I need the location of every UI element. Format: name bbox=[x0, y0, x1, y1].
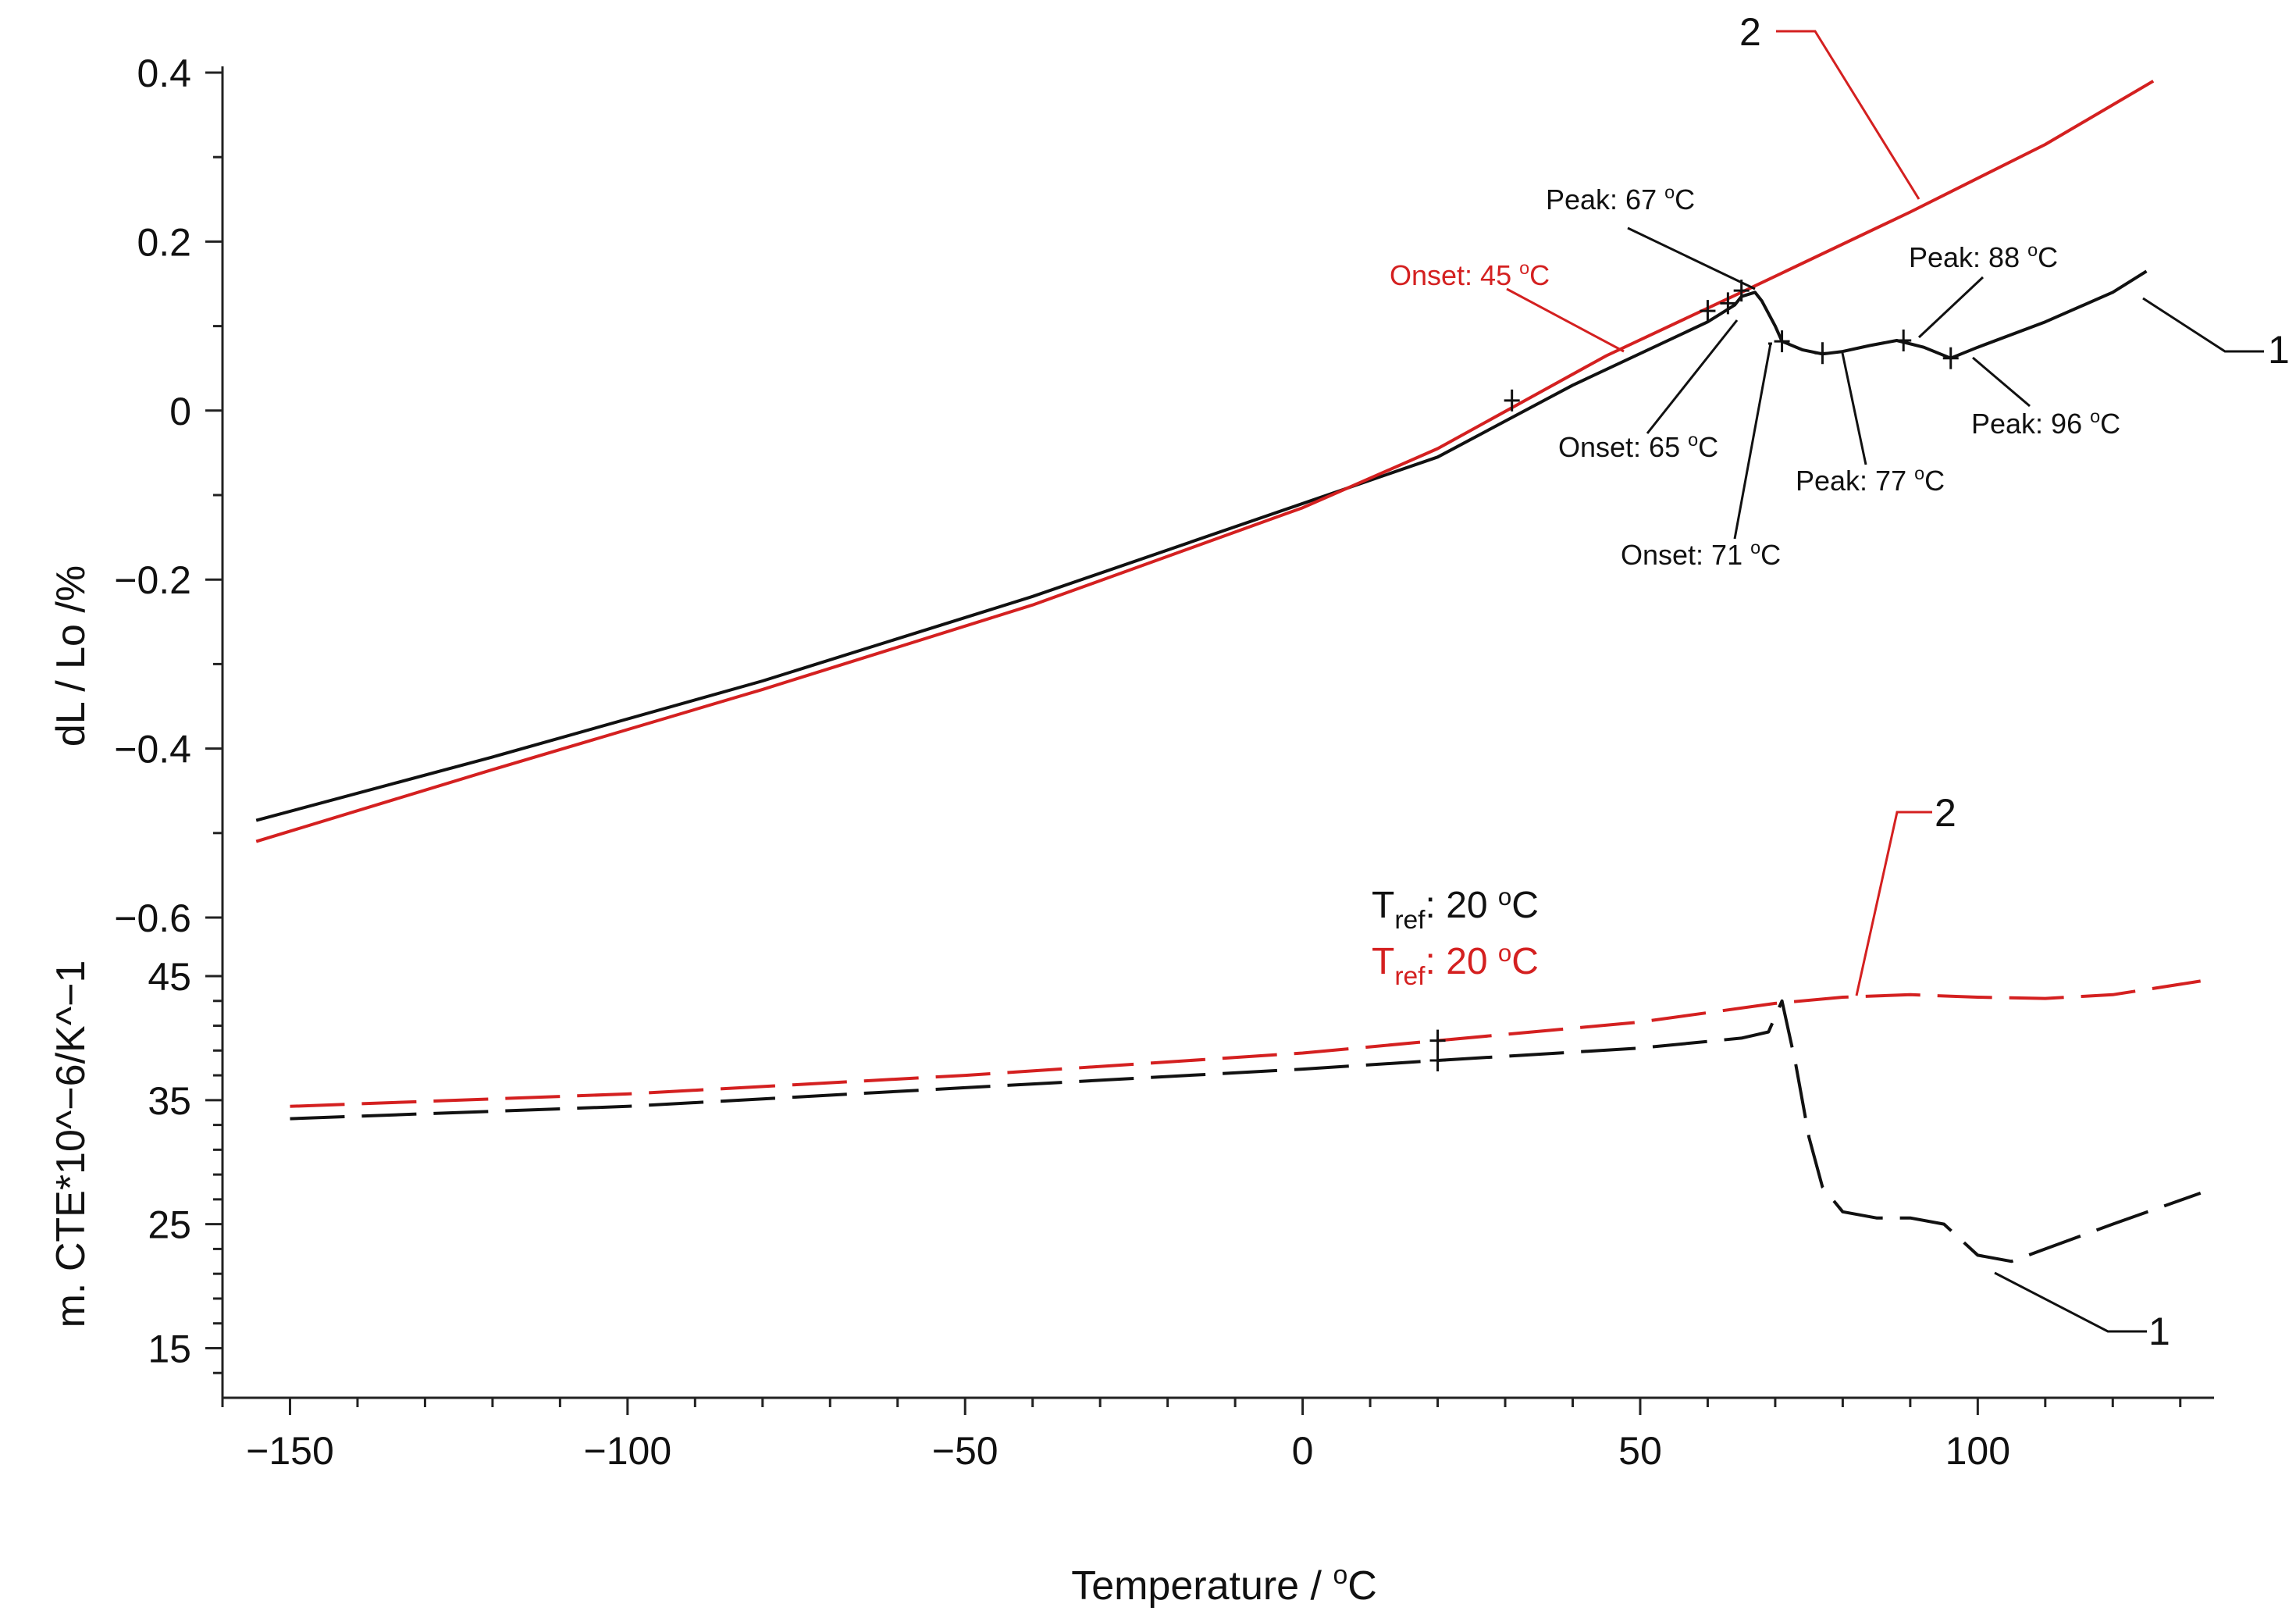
annotation-peak-96: Peak: 96 oC bbox=[1971, 406, 2120, 440]
y-axis-title-dl: dL / Lo /% bbox=[48, 565, 94, 747]
y-tick-label-dl: 0.4 bbox=[137, 52, 191, 95]
y-tick-label-cte: 25 bbox=[148, 1203, 191, 1247]
chart-frame: −150 −100 −50 0 50 100 0.4 0.2 0 −0.2 −0.4 −0.6 45 35… bbox=[114, 52, 2214, 1473]
cte-series-1-line bbox=[290, 999, 2202, 1263]
annotation-onset-45: Onset: 45 oC bbox=[1390, 258, 1550, 291]
label-dl-series-2: 2 bbox=[1739, 10, 1761, 54]
x-tick-label: −100 bbox=[584, 1429, 672, 1473]
label-cte-series-1: 1 bbox=[2148, 1310, 2170, 1353]
annotation-peak-88: Peak: 88 oC bbox=[1909, 240, 2058, 273]
tref-label: Tref: 20 oC bbox=[1372, 939, 1539, 991]
y-tick-label-cte: 35 bbox=[148, 1079, 191, 1123]
y-axis-title-cte: m. CTE*10^−6/K^−1 bbox=[48, 960, 94, 1328]
series-layer bbox=[255, 80, 2202, 1263]
leader-onset-65 bbox=[1646, 319, 1739, 434]
tref-label: Tref: 20 oC bbox=[1372, 883, 1539, 935]
x-tick-label: −150 bbox=[246, 1429, 334, 1473]
y-tick-label-dl: −0.4 bbox=[114, 728, 191, 772]
leader-onset-71 bbox=[1733, 343, 1772, 540]
cte-series-2-line bbox=[290, 979, 2202, 1108]
annotation-layer: Peak: 67 oC Onset: 45 oC Peak: 88 oC Onset:… bbox=[1372, 10, 2290, 1353]
dl-series-1-line bbox=[255, 269, 2148, 822]
y-tick-label-dl: −0.2 bbox=[114, 558, 191, 602]
y-tick-label-dl: −0.6 bbox=[114, 896, 191, 940]
x-axis-title: Temperature / oC bbox=[1071, 1560, 1377, 1609]
y-tick-label-cte: 15 bbox=[148, 1327, 191, 1370]
leader-peak-77 bbox=[1841, 352, 1867, 465]
leader-peak-96 bbox=[1972, 356, 2031, 408]
leader-dl-series-1 bbox=[2142, 297, 2264, 353]
leader-dl-series-2 bbox=[1776, 30, 1920, 200]
label-cte-series-2: 2 bbox=[1935, 791, 1956, 835]
label-dl-series-1: 1 bbox=[2268, 328, 2290, 372]
y-tick-label-cte: 45 bbox=[148, 955, 191, 999]
annotation-peak-67: Peak: 67 oC bbox=[1546, 182, 1695, 216]
leader-peak-88 bbox=[1917, 276, 1985, 339]
y-tick-label-dl: 0.2 bbox=[137, 220, 191, 264]
x-tick-label: −50 bbox=[932, 1429, 998, 1473]
annotation-onset-65: Onset: 65 oC bbox=[1558, 429, 1718, 463]
annotation-onset-71: Onset: 71 oC bbox=[1621, 537, 1781, 571]
x-tick-label: 50 bbox=[1618, 1429, 1662, 1473]
leader-cte-series-1 bbox=[1994, 1271, 2147, 1333]
leader-onset-45 bbox=[1506, 287, 1625, 353]
leader-cte-series-2 bbox=[1855, 811, 1932, 996]
y-tick-label-dl: 0 bbox=[169, 390, 191, 433]
dl-series-2-line bbox=[255, 80, 2155, 843]
x-tick-label: 100 bbox=[1945, 1429, 2010, 1473]
leader-peak-67 bbox=[1627, 226, 1756, 290]
x-tick-label: 0 bbox=[1292, 1429, 1314, 1473]
annotation-peak-77: Peak: 77 oC bbox=[1796, 463, 1945, 497]
